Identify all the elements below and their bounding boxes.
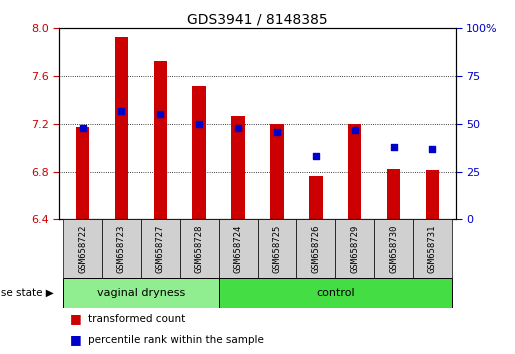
Bar bbox=[63, 219, 102, 278]
Bar bbox=[413, 219, 452, 278]
Point bbox=[117, 108, 126, 113]
Point bbox=[78, 125, 87, 131]
Bar bbox=[374, 219, 413, 278]
Bar bbox=[387, 169, 400, 219]
Text: GSM658727: GSM658727 bbox=[156, 224, 165, 273]
Text: vaginal dryness: vaginal dryness bbox=[97, 288, 185, 298]
Text: control: control bbox=[316, 288, 354, 298]
Bar bbox=[193, 86, 206, 219]
Point bbox=[156, 112, 164, 117]
Text: GSM658726: GSM658726 bbox=[311, 224, 320, 273]
Text: transformed count: transformed count bbox=[88, 314, 185, 324]
Text: GSM658729: GSM658729 bbox=[350, 224, 359, 273]
Text: GSM658724: GSM658724 bbox=[234, 224, 243, 273]
Point bbox=[389, 144, 398, 150]
Point bbox=[273, 129, 281, 135]
Bar bbox=[335, 219, 374, 278]
Bar bbox=[63, 278, 219, 308]
Point bbox=[312, 154, 320, 159]
Text: GSM658722: GSM658722 bbox=[78, 224, 87, 273]
Text: GSM658725: GSM658725 bbox=[272, 224, 281, 273]
Text: ■: ■ bbox=[70, 312, 81, 325]
Point bbox=[428, 146, 437, 152]
Bar bbox=[348, 124, 362, 219]
Bar bbox=[102, 219, 141, 278]
Text: GSM658731: GSM658731 bbox=[428, 224, 437, 273]
Bar bbox=[296, 219, 335, 278]
Text: GSM658730: GSM658730 bbox=[389, 224, 398, 273]
Bar bbox=[309, 176, 322, 219]
Bar bbox=[425, 171, 439, 219]
Bar bbox=[115, 37, 128, 219]
Text: percentile rank within the sample: percentile rank within the sample bbox=[88, 335, 264, 345]
Bar bbox=[153, 61, 167, 219]
Point bbox=[351, 127, 359, 132]
Text: disease state ▶: disease state ▶ bbox=[0, 288, 54, 298]
Bar bbox=[180, 219, 219, 278]
Point bbox=[195, 121, 203, 127]
Text: GSM658723: GSM658723 bbox=[117, 224, 126, 273]
Bar bbox=[141, 219, 180, 278]
Bar bbox=[231, 115, 245, 219]
Text: GSM658728: GSM658728 bbox=[195, 224, 204, 273]
Bar bbox=[219, 278, 452, 308]
Bar bbox=[270, 124, 284, 219]
Point bbox=[234, 125, 242, 131]
Bar bbox=[76, 127, 90, 219]
Text: ■: ■ bbox=[70, 333, 81, 346]
Bar bbox=[219, 219, 258, 278]
Text: GDS3941 / 8148385: GDS3941 / 8148385 bbox=[187, 12, 328, 27]
Bar bbox=[258, 219, 296, 278]
